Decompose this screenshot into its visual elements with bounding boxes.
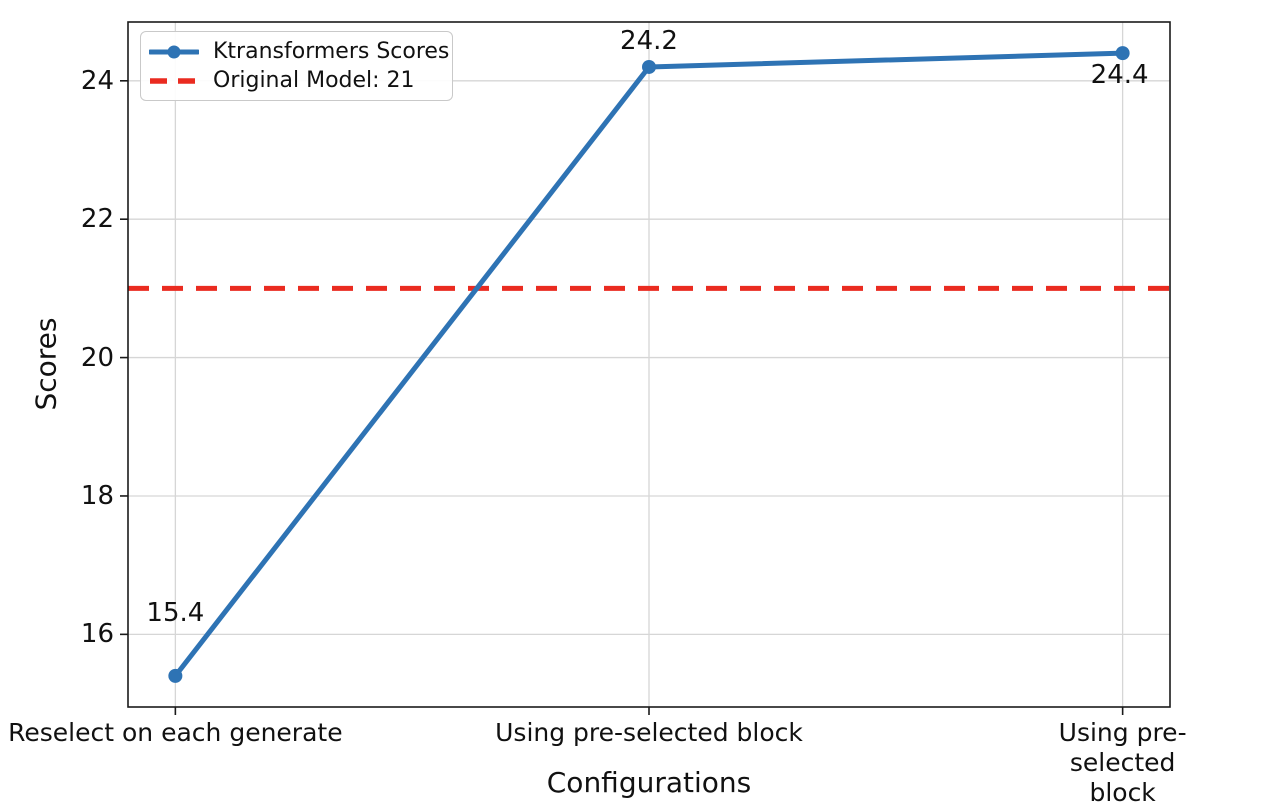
x-tick-label-1: Using pre-selected block <box>495 718 803 747</box>
y-tick-label-18: 18 <box>80 480 114 511</box>
y-tick-label-22: 22 <box>80 204 114 235</box>
legend-label-reference: Original Model: 21 <box>213 68 415 93</box>
x-tick-label-0: Reselect on each generate <box>8 718 343 747</box>
data-point-marker-2 <box>1115 46 1130 61</box>
point-value-label-15.4: 15.4 <box>146 597 205 628</box>
x-tick-label-2: Using pre-selected block First two layer… <box>1058 718 1187 803</box>
point-value-label-24.2: 24.2 <box>620 25 678 56</box>
legend-item-original-model: Original Model: 21 <box>149 66 440 95</box>
legend-dashed-line-icon <box>150 77 198 84</box>
data-point-marker-0 <box>168 668 183 683</box>
data-point-marker-1 <box>642 59 656 74</box>
legend: Ktransformers Scores Original Model: 21 <box>140 31 453 101</box>
legend-label-series: Ktransformers Scores <box>213 39 450 64</box>
y-tick-label-20: 20 <box>80 342 114 373</box>
legend-item-ktransformers-scores: Ktransformers Scores <box>149 37 449 66</box>
legend-line-marker-icon <box>149 45 199 58</box>
point-value-label-24.4: 24.4 <box>1090 60 1149 91</box>
y-tick-label-16: 16 <box>80 619 114 650</box>
x-axis-title: Configurations <box>546 766 752 799</box>
y-tick-label-24: 24 <box>80 65 114 96</box>
